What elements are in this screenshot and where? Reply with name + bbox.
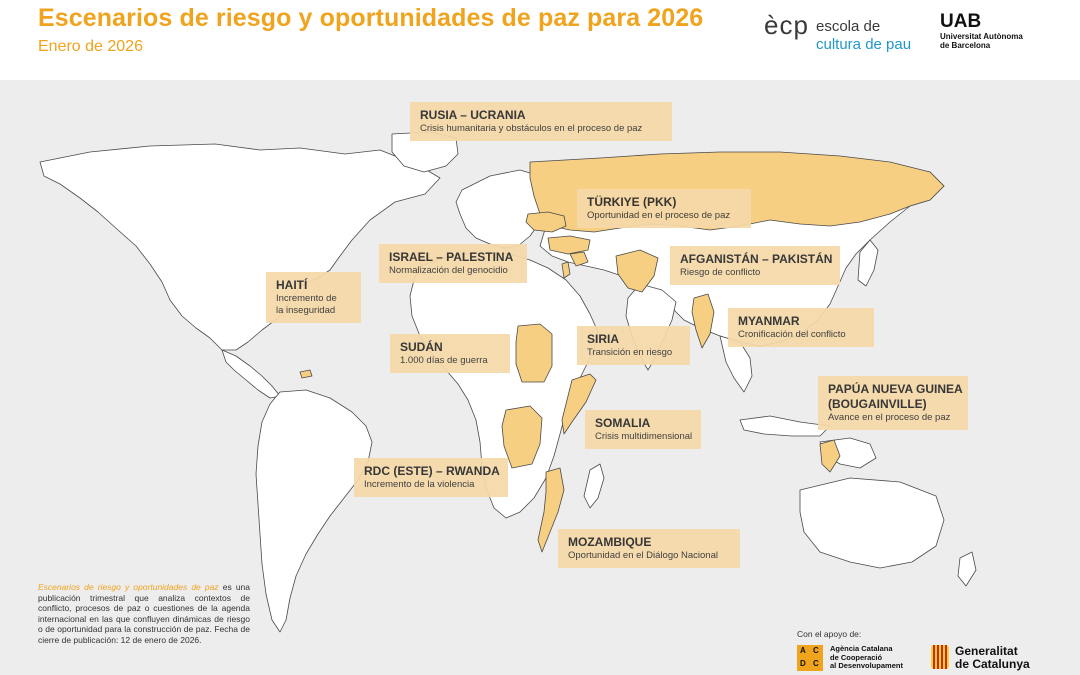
- support-label: Con el apoyo de:: [797, 629, 862, 639]
- south-america-land: [255, 389, 373, 633]
- scenario-title: MOZAMBIQUE: [568, 535, 652, 549]
- scenario-desc: Oportunidad en el proceso de paz: [587, 210, 731, 221]
- scenario-desc: 1.000 días de guerra: [400, 355, 488, 366]
- ecp-logo-mark: ècp: [764, 10, 809, 40]
- uab-logo: UAB Universitat Autònoma de Barcelona: [940, 11, 1023, 51]
- indonesia-land: [739, 415, 831, 437]
- acdc-logo-letter: A: [800, 646, 806, 655]
- scenario-desc-line1: Incremento de: [276, 293, 337, 304]
- scenario-desc: Incremento de la violencia: [364, 479, 475, 490]
- scenario-title: RDC (ESTE) – RWANDA: [364, 464, 500, 478]
- scenario-title: TÜRKIYE (PKK): [587, 195, 677, 209]
- acdc-logo: A C D C: [797, 645, 823, 671]
- scenario-title: SIRIA: [587, 332, 620, 346]
- scenario-desc-line2: la inseguridad: [276, 305, 336, 316]
- acdc-logo-line1: Agència Catalana: [830, 644, 893, 653]
- scenario-desc: Riesgo de conflicto: [680, 267, 761, 278]
- drc-highlight: [501, 405, 543, 469]
- scenario-title: HAITÍ: [276, 278, 308, 292]
- central-america-land: [221, 349, 281, 399]
- scenario-haiti: HAITÍ Incremento de la inseguridad: [266, 272, 361, 323]
- scenario-sudan: SUDÁN 1.000 días de guerra: [390, 334, 510, 373]
- generalitat-line2: de Catalunya: [955, 657, 1030, 671]
- acdc-logo-text: Agència Catalana de Cooperació al Desenv…: [830, 644, 903, 671]
- new-zealand-land: [957, 551, 977, 587]
- scenario-desc: Crisis multidimensional: [595, 431, 693, 442]
- israel-palestine-highlight: [561, 261, 571, 279]
- sudan-highlight: [515, 323, 553, 383]
- scenario-drc-rwanda: RDC (ESTE) – RWANDA Incremento de la vio…: [354, 458, 508, 497]
- turkiye-highlight: [547, 235, 591, 255]
- ecp-logo-line2: cultura de pau: [816, 36, 912, 53]
- scenario-desc: Cronificación del conflicto: [738, 329, 846, 340]
- scenario-syria: SIRIA Transición en riesgo: [577, 326, 690, 365]
- ukraine-highlight: [525, 211, 567, 233]
- haiti-highlight: [299, 369, 313, 379]
- madagascar-land: [583, 463, 605, 509]
- scenario-israel-palestine: ISRAEL – PALESTINA Normalización del gen…: [379, 244, 527, 283]
- scenario-somalia: SOMALIA Crisis multidimensional: [585, 410, 701, 449]
- acdc-logo-line3: al Desenvolupament: [830, 661, 903, 670]
- generalitat-line1: Generalitat: [955, 644, 1018, 658]
- scenario-turkiye: TÜRKIYE (PKK) Oportunidad en el proceso …: [577, 189, 751, 228]
- scenario-title-line2: (BOUGAINVILLE): [828, 397, 927, 411]
- acdc-logo-letter: C: [813, 646, 819, 655]
- scenario-papua-new-guinea: PAPÚA NUEVA GUINEA (BOUGAINVILLE) Avance…: [818, 376, 968, 430]
- uab-logo-line1: Universitat Autònoma: [940, 32, 1023, 41]
- acdc-logo-line2: de Cooperació: [830, 652, 883, 662]
- somalia-highlight: [561, 373, 597, 435]
- ecp-logo-line1: escola de: [816, 18, 881, 35]
- scenario-title: AFGANISTÁN – PAKISTÁN: [680, 252, 833, 266]
- scenario-title: MYANMAR: [738, 314, 800, 328]
- publication-note-title: Escenarios de riesgo y oportunidades de …: [38, 582, 219, 592]
- acdc-logo-letter: C: [813, 659, 819, 668]
- scenario-title: SUDÁN: [400, 340, 443, 354]
- uab-logo-mark: UAB: [940, 11, 982, 32]
- scenario-desc: Oportunidad en el Diálogo Nacional: [568, 550, 718, 561]
- afghanistan-pakistan-highlight: [615, 249, 659, 293]
- scenario-title: RUSIA – UCRANIA: [420, 108, 526, 122]
- myanmar-highlight: [691, 293, 715, 349]
- publication-note-body: es una publicación trimestral que analiz…: [38, 582, 251, 645]
- scenario-desc: Normalización del genocidio: [389, 265, 508, 276]
- uab-logo-line2: de Barcelona: [940, 41, 991, 50]
- scenario-mozambique: MOZAMBIQUE Oportunidad en el Diálogo Nac…: [558, 529, 740, 568]
- page-title: Escenarios de riesgo y oportunidades de …: [38, 4, 704, 32]
- scenario-afghanistan-pakistan: AFGANISTÁN – PAKISTÁN Riesgo de conflict…: [670, 246, 840, 285]
- scenario-title: ISRAEL – PALESTINA: [389, 250, 514, 264]
- scenario-myanmar: MYANMAR Cronificación del conflicto: [728, 308, 874, 347]
- page-subtitle: Enero de 2026: [38, 38, 143, 55]
- acdc-logo-letter: D: [800, 659, 806, 668]
- australia-land: [799, 477, 945, 569]
- scenario-desc: Transición en riesgo: [587, 347, 673, 358]
- scenario-title-line1: PAPÚA NUEVA GUINEA: [828, 382, 963, 396]
- japan-land: [857, 239, 879, 287]
- scenario-title: SOMALIA: [595, 416, 651, 430]
- png-highlight: [819, 439, 841, 473]
- generalitat-emblem-icon: [931, 645, 949, 669]
- generalitat-logo-text: Generalitat de Catalunya: [955, 645, 1030, 671]
- scenario-desc: Crisis humanitaria y obstáculos en el pr…: [420, 123, 643, 134]
- scenario-russia-ukraine: RUSIA – UCRANIA Crisis humanitaria y obs…: [410, 102, 672, 141]
- mozambique-highlight: [537, 467, 565, 553]
- scenario-desc: Avance en el proceso de paz: [828, 412, 951, 423]
- publication-note: Escenarios de riesgo y oportunidades de …: [38, 582, 250, 645]
- syria-highlight: [569, 251, 589, 267]
